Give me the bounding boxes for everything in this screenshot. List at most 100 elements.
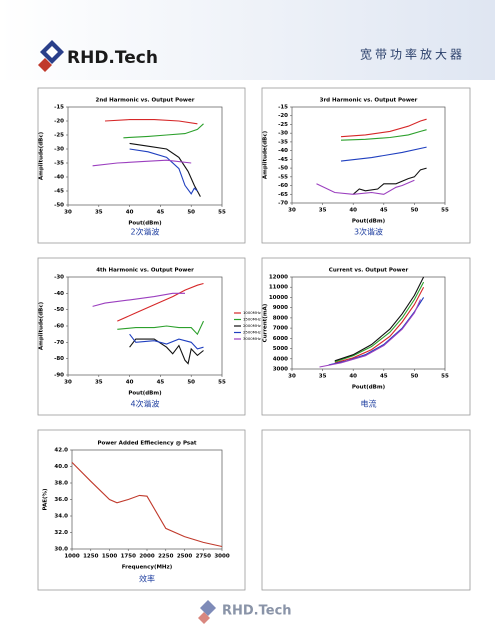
y-tick-label: 9000: [273, 305, 288, 311]
y-tick-label: -30: [278, 131, 288, 137]
series-line: [334, 281, 425, 363]
chart-title: Current vs. Output Power: [329, 268, 409, 274]
chart-title: Power Added Effieciency @ Psat: [97, 441, 196, 447]
y-tick-label: -20: [54, 119, 64, 125]
x-tick-label: 2000: [139, 554, 154, 560]
x-tick-label: 45: [157, 380, 165, 386]
y-tick-label: -20: [278, 113, 288, 119]
y-tick-label: -60: [278, 183, 288, 189]
x-tick-label: 55: [218, 380, 226, 386]
header-logo: RHD.Tech: [67, 48, 158, 68]
x-tick-label: 3000: [214, 554, 229, 560]
caption: 4次谐波: [130, 399, 159, 409]
series-line: [129, 333, 204, 350]
plot-area: [67, 106, 223, 206]
empty-panel: [261, 429, 471, 591]
caption: 电流: [361, 399, 377, 409]
legend-label: 1500MHz: [243, 317, 261, 322]
x-axis-label: Pout(dBm): [352, 385, 386, 391]
panel: [37, 429, 246, 591]
panel: [37, 87, 246, 244]
series-line: [71, 462, 223, 548]
x-tick-label: 1000: [64, 554, 79, 560]
y-tick-label: -80: [54, 356, 64, 362]
x-tick-label: 50: [187, 380, 195, 386]
x-tick-label: 50: [411, 374, 419, 380]
legend-label: 2000MHz: [243, 323, 261, 328]
panel: [261, 87, 471, 244]
y-tick-label: -45: [278, 157, 288, 163]
series-line: [340, 129, 427, 141]
chart-title: 3rd Harmonic vs. Output Power: [320, 98, 418, 104]
y-tick-label: -50: [278, 166, 288, 172]
y-axis-label: Amplitude(dBc): [39, 301, 45, 350]
y-tick-label: 10000: [269, 295, 288, 301]
series-line: [340, 146, 427, 162]
x-tick-label: 40: [126, 380, 134, 386]
y-tick-label: -25: [54, 133, 64, 139]
series-line: [123, 123, 204, 139]
panel: [261, 257, 471, 416]
series-line: [334, 286, 425, 364]
chart-title: 4th Harmonic vs. Output Power: [96, 268, 194, 274]
x-tick-label: 40: [126, 210, 134, 216]
logo-icon: [38, 40, 64, 72]
legend-label: 3000MHz: [243, 336, 261, 341]
header-title: 宽带功率放大器: [360, 47, 465, 62]
x-tick-label: 2250: [158, 554, 173, 560]
y-tick-label: 40.0: [54, 464, 68, 470]
series-line: [316, 179, 415, 195]
panel: [37, 257, 246, 416]
series-line: [117, 320, 204, 336]
y-tick-label: 7000: [273, 326, 288, 332]
x-axis-label: Pout(dBm): [128, 391, 162, 397]
caption: 效率: [139, 574, 155, 584]
x-tick-label: 35: [95, 380, 103, 386]
y-tick-label: -70: [278, 201, 288, 207]
chart-title: 2nd Harmonic vs. Output Power: [96, 98, 195, 104]
x-axis-label: Frequency(MHz): [122, 565, 173, 571]
x-tick-label: 45: [380, 208, 388, 214]
y-axis-label: PAE(%): [43, 488, 49, 511]
plot-area: [291, 106, 446, 204]
legend-label: 1000MHz: [243, 310, 261, 315]
footer-logo: [198, 600, 216, 624]
x-tick-label: 30: [64, 380, 72, 386]
y-tick-label: -55: [278, 174, 288, 180]
series-line: [117, 282, 204, 322]
y-tick-label: -90: [54, 373, 64, 379]
y-tick-label: -40: [54, 291, 64, 297]
y-tick-label: -65: [278, 192, 288, 198]
x-tick-label: 55: [218, 210, 226, 216]
y-tick-label: 30.0: [54, 547, 68, 553]
y-axis-label: Amplitude(dBc): [263, 130, 269, 179]
x-tick-label: 30: [64, 210, 72, 216]
y-tick-label: -40: [54, 175, 64, 181]
x-tick-label: 40: [349, 208, 357, 214]
y-tick-label: -15: [54, 105, 64, 111]
y-tick-label: 6000: [273, 336, 288, 342]
caption: 2次谐波: [130, 227, 159, 237]
series-line: [319, 299, 421, 368]
x-tick-label: 2750: [196, 554, 211, 560]
x-tick-label: 40: [349, 374, 357, 380]
y-tick-label: -30: [54, 275, 64, 281]
y-tick-label: -45: [54, 189, 64, 195]
x-tick-label: 1750: [121, 554, 136, 560]
series-line: [104, 119, 198, 125]
y-tick-label: 3000: [273, 367, 288, 373]
y-tick-label: 34.0: [54, 514, 68, 520]
x-axis-label: Pout(dBm): [352, 219, 386, 225]
y-tick-label: -50: [54, 203, 64, 209]
x-tick-label: 35: [319, 208, 327, 214]
y-tick-label: 5000: [273, 346, 288, 352]
series-line: [352, 167, 427, 195]
y-tick-label: 32.0: [54, 530, 68, 536]
series-line: [92, 292, 185, 307]
y-tick-label: 36.0: [54, 497, 68, 503]
series-line: [340, 118, 427, 138]
x-tick-label: 50: [411, 208, 419, 214]
x-tick-label: 2500: [177, 554, 192, 560]
y-tick-label: 38.0: [54, 481, 68, 487]
